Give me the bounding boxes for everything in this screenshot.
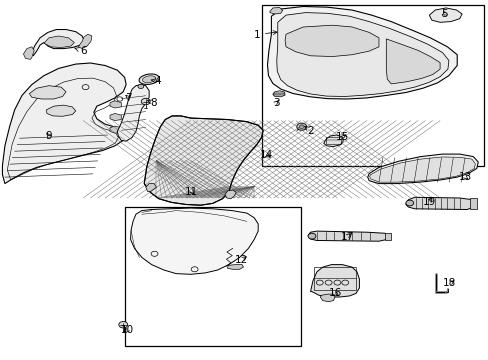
Text: 11: 11	[184, 186, 198, 197]
Polygon shape	[46, 105, 76, 116]
Polygon shape	[117, 85, 149, 141]
Text: 16: 16	[327, 288, 341, 298]
Bar	[261, 5, 483, 166]
Circle shape	[405, 200, 413, 206]
Bar	[313, 267, 355, 290]
Polygon shape	[23, 47, 34, 59]
Circle shape	[141, 98, 150, 105]
Text: 14: 14	[259, 150, 273, 160]
Text: 5: 5	[441, 9, 447, 19]
Polygon shape	[405, 197, 476, 210]
Bar	[469, 198, 476, 209]
Text: 10: 10	[121, 325, 133, 336]
Polygon shape	[144, 116, 263, 205]
Text: 15: 15	[335, 132, 348, 142]
Circle shape	[296, 123, 306, 130]
Circle shape	[119, 321, 127, 328]
Polygon shape	[276, 13, 448, 96]
Text: 7: 7	[125, 93, 132, 103]
Circle shape	[307, 233, 315, 239]
Polygon shape	[272, 91, 285, 97]
Text: 3: 3	[272, 98, 279, 108]
Polygon shape	[323, 135, 343, 147]
Polygon shape	[110, 101, 121, 108]
Polygon shape	[267, 6, 456, 99]
Polygon shape	[130, 208, 258, 274]
Text: 1: 1	[253, 30, 277, 40]
Bar	[325, 137, 341, 144]
Polygon shape	[110, 113, 121, 121]
Polygon shape	[29, 86, 66, 99]
Circle shape	[299, 125, 304, 129]
Text: 13: 13	[458, 172, 471, 182]
Polygon shape	[224, 190, 236, 199]
Polygon shape	[269, 8, 282, 14]
Polygon shape	[310, 265, 359, 297]
Polygon shape	[369, 157, 474, 182]
Polygon shape	[428, 8, 461, 22]
Circle shape	[138, 84, 143, 89]
Polygon shape	[367, 154, 477, 184]
Polygon shape	[44, 36, 74, 48]
Text: 9: 9	[45, 131, 52, 141]
Ellipse shape	[142, 76, 156, 82]
Polygon shape	[320, 294, 334, 302]
Text: 6: 6	[74, 46, 86, 56]
Text: 18: 18	[442, 278, 456, 288]
Polygon shape	[32, 30, 84, 56]
Text: 12: 12	[234, 255, 248, 265]
Polygon shape	[78, 34, 92, 49]
Ellipse shape	[139, 74, 159, 85]
Polygon shape	[386, 39, 439, 84]
Polygon shape	[285, 25, 378, 57]
Bar	[384, 233, 390, 240]
Polygon shape	[110, 126, 121, 133]
Polygon shape	[227, 265, 243, 269]
Polygon shape	[2, 63, 126, 184]
Polygon shape	[145, 184, 156, 192]
Polygon shape	[307, 231, 388, 241]
Text: 17: 17	[340, 231, 353, 242]
Text: 8: 8	[147, 98, 157, 108]
Text: 19: 19	[422, 197, 435, 207]
Text: 4: 4	[151, 76, 161, 86]
Text: 2: 2	[304, 126, 313, 136]
Bar	[124, 207, 300, 346]
